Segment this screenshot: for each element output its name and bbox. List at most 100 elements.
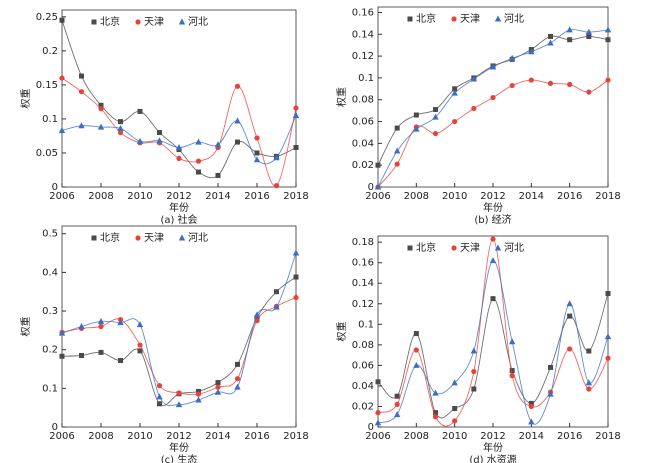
marker: [375, 410, 381, 416]
marker: [234, 383, 241, 390]
y-tick-label: 0.02: [352, 401, 374, 412]
legend-marker: [135, 19, 141, 25]
marker: [604, 333, 612, 340]
x-tick-label: 2016: [244, 191, 269, 202]
x-tick-label: 2016: [244, 431, 269, 442]
marker: [471, 105, 477, 112]
marker: [413, 331, 419, 337]
caption: (b) 经济: [474, 213, 511, 226]
y-tick-label: 0.08: [352, 95, 374, 106]
marker: [175, 144, 183, 151]
marker: [432, 414, 439, 420]
marker: [59, 353, 65, 359]
marker: [567, 81, 573, 88]
panel: 0 0.02 0.04 0.06 0.08 0.1 0.12 0.14 0.16 2006 2008…: [335, 6, 621, 226]
marker: [432, 130, 439, 137]
marker: [375, 162, 381, 168]
marker: [393, 411, 401, 418]
marker: [175, 401, 183, 408]
y-tick-label: 0.3: [42, 306, 58, 317]
marker: [234, 83, 241, 89]
x-tick-label: 2014: [519, 431, 544, 442]
y-tick-label: 0.15: [36, 80, 58, 91]
y-tick-label: 0.04: [352, 138, 374, 149]
legend-label: 天津: [144, 16, 164, 28]
marker: [585, 28, 593, 35]
y-axis-label: 权重: [335, 87, 348, 107]
plot-frame: [377, 235, 609, 428]
legend-label: 北京: [416, 12, 436, 25]
marker: [273, 154, 280, 161]
marker: [79, 352, 84, 358]
y-tick-label: 0.02: [352, 160, 374, 171]
marker: [234, 376, 241, 382]
marker: [293, 274, 299, 280]
legend-marker: [451, 16, 457, 22]
marker: [195, 138, 202, 145]
marker: [509, 368, 515, 374]
marker: [567, 346, 573, 352]
marker: [471, 368, 477, 375]
marker: [156, 137, 163, 144]
plot-frame: [61, 225, 297, 428]
marker: [528, 400, 534, 406]
marker: [432, 389, 439, 396]
marker: [293, 145, 299, 151]
legend-label: 北京: [100, 231, 120, 244]
x-tick-label: 2006: [365, 431, 390, 442]
y-tick-label: 0.1: [358, 73, 374, 84]
marker: [98, 106, 104, 112]
panel: 0 0.05 0.1 0.15 0.2 0.25 2006 2008 2010 2012 2014 2…: [19, 9, 309, 226]
marker: [413, 347, 419, 353]
caption: (c) 生态: [161, 453, 197, 463]
marker: [117, 124, 124, 131]
marker: [137, 342, 143, 348]
caption: (d) 水资源: [469, 453, 516, 463]
marker: [567, 37, 573, 43]
legend-marker: [91, 19, 97, 25]
x-tick-label: 2010: [127, 431, 152, 442]
marker: [195, 158, 202, 164]
marker: [451, 89, 458, 96]
y-axis-label: 权重: [19, 317, 32, 337]
marker: [79, 73, 84, 79]
y-tick-label: 0.4: [42, 267, 58, 278]
y-axis-label: 权重: [335, 322, 348, 342]
marker: [58, 329, 66, 336]
y-tick-label: 0.2: [42, 46, 58, 57]
y-tick-label: 0.16: [352, 258, 374, 269]
legend-marker: [451, 245, 457, 251]
marker: [98, 349, 104, 355]
y-tick-label: 0.1: [42, 114, 58, 125]
legend-label: 河北: [504, 242, 524, 254]
marker: [137, 348, 143, 354]
x-tick-label: 2008: [404, 191, 429, 202]
marker: [273, 183, 280, 189]
marker: [433, 107, 438, 113]
marker: [157, 130, 162, 136]
marker: [489, 257, 497, 264]
marker: [452, 86, 458, 92]
series-line: [377, 260, 609, 425]
y-tick-label: 0.14: [352, 278, 374, 289]
marker: [118, 358, 123, 364]
x-tick-label: 2006: [49, 431, 74, 442]
marker: [489, 63, 497, 70]
marker: [273, 303, 280, 310]
marker: [604, 26, 612, 33]
marker: [451, 379, 458, 386]
marker: [118, 119, 123, 125]
y-tick-label: 0.25: [36, 12, 58, 23]
x-tick-label: 2014: [205, 191, 230, 202]
marker: [98, 323, 104, 330]
marker: [292, 112, 300, 119]
marker: [157, 401, 162, 407]
marker: [394, 161, 400, 167]
marker: [470, 347, 478, 354]
marker: [547, 39, 554, 46]
marker: [293, 294, 299, 301]
x-tick-label: 2016: [557, 191, 582, 202]
marker: [452, 118, 458, 125]
marker: [137, 108, 143, 114]
marker: [528, 77, 534, 83]
